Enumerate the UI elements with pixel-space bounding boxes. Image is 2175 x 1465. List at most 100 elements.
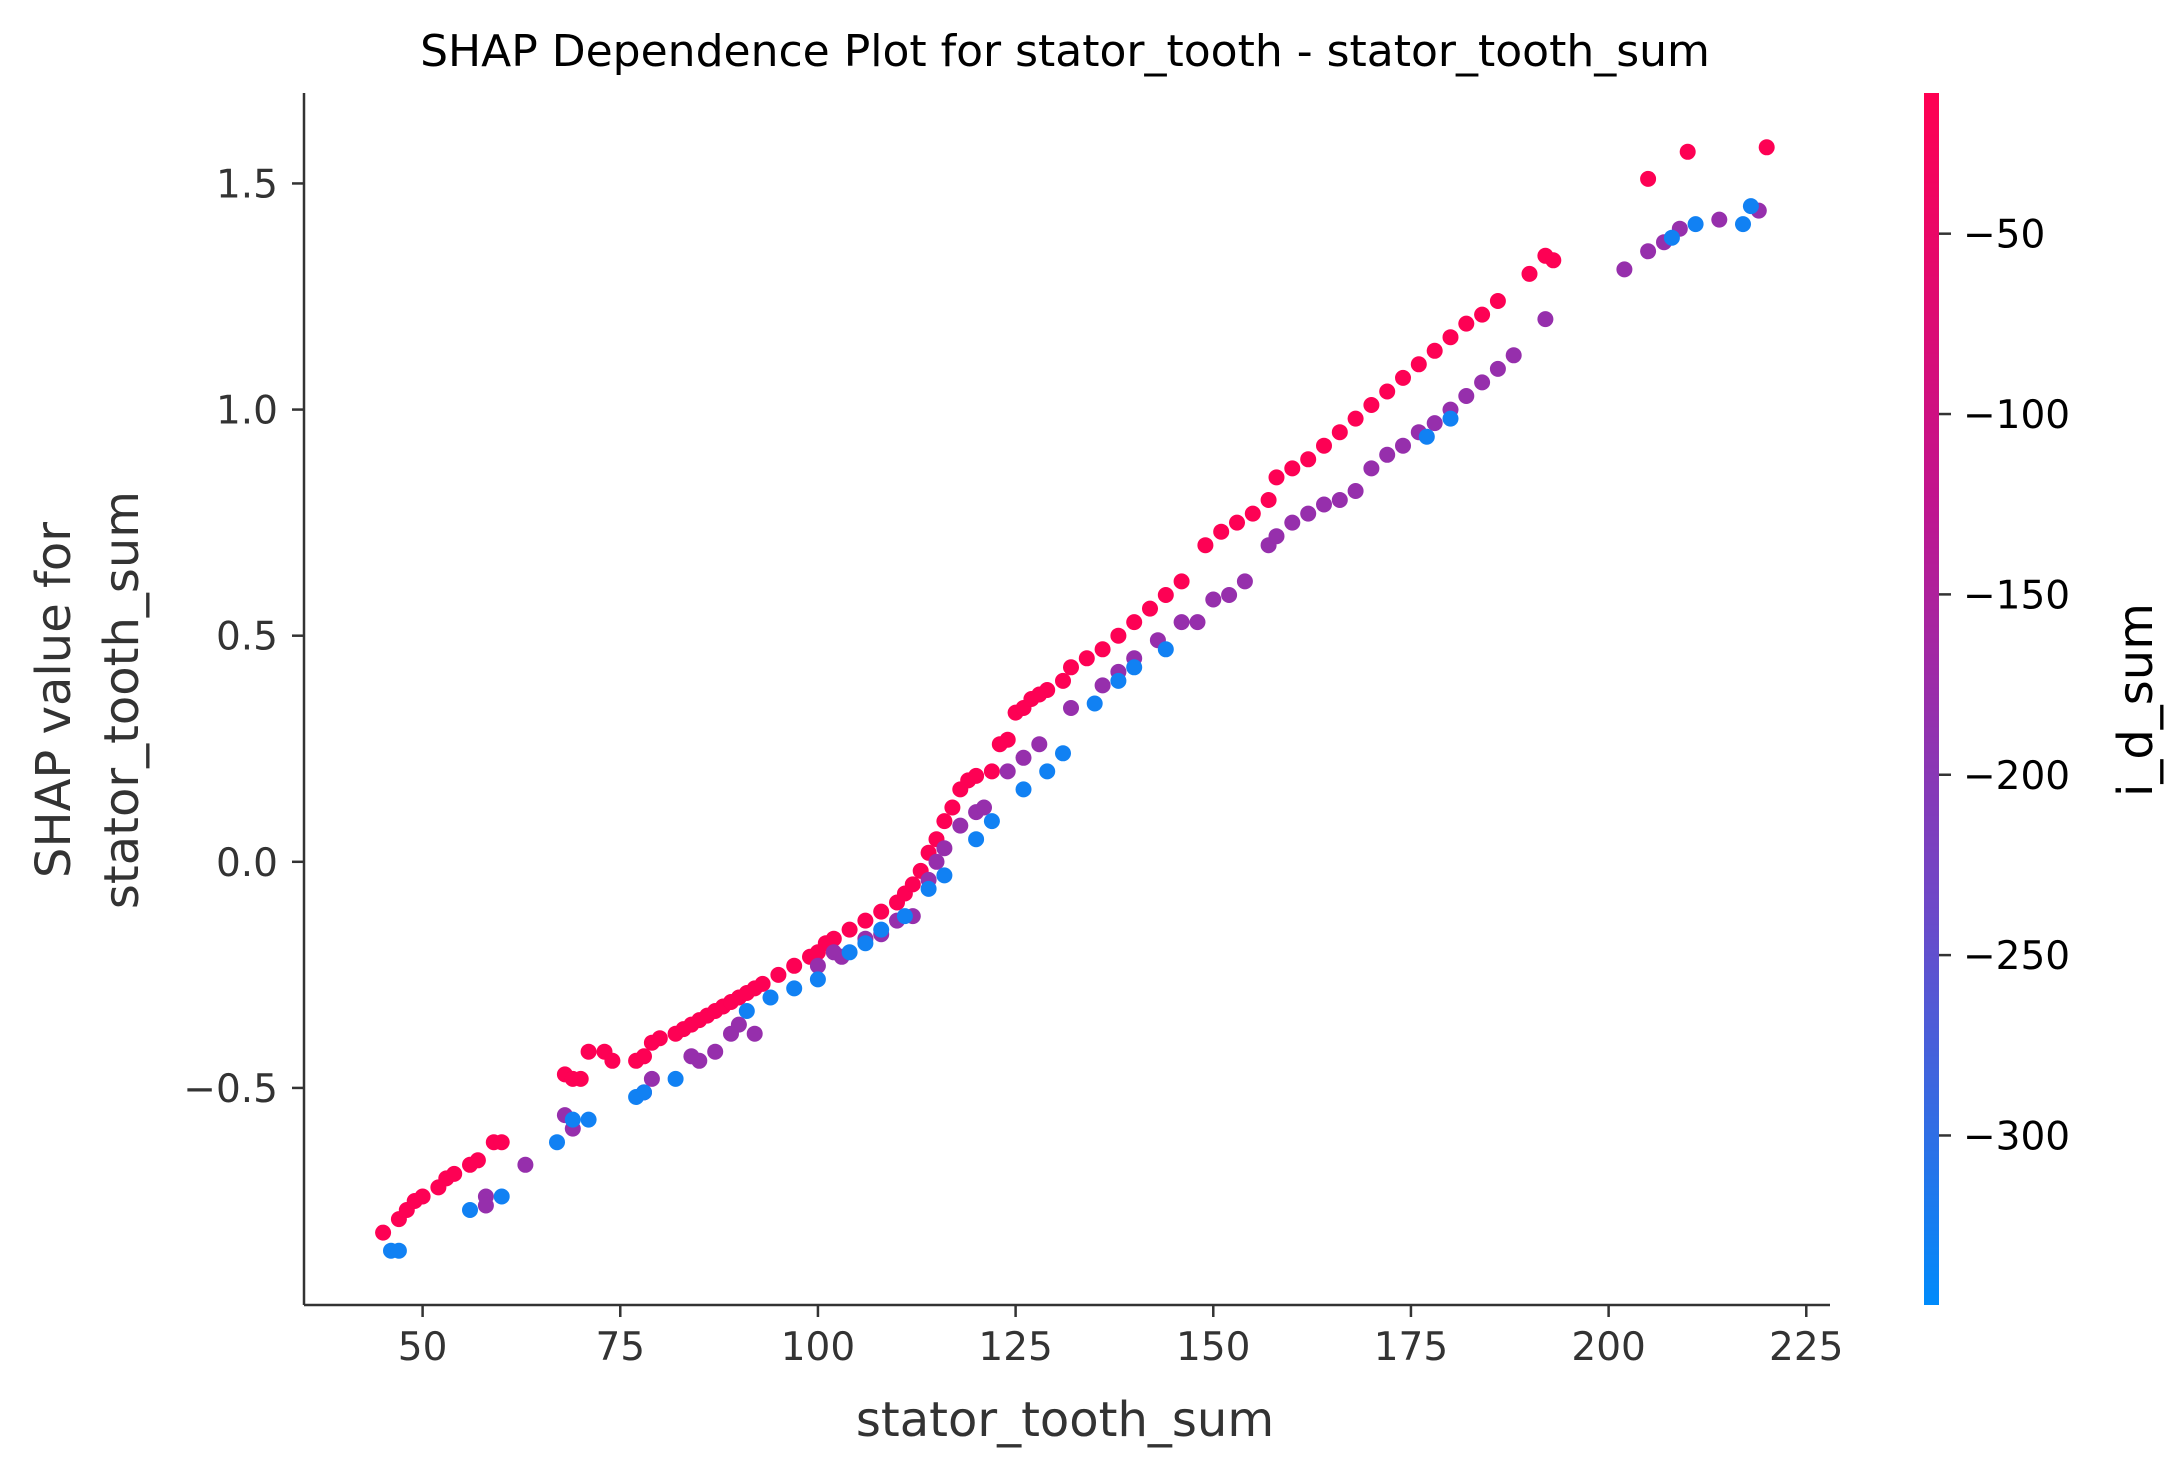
y-axis-label: SHAP value for stator_tooth_sum: [26, 491, 150, 909]
scatter-point: [904, 876, 921, 893]
scatter-point: [462, 1202, 478, 1218]
scatter-point: [1236, 573, 1253, 590]
scatter-point: [786, 957, 803, 974]
scatter-point: [1545, 252, 1562, 269]
scatter-point: [1687, 216, 1704, 233]
plot-area: 50 75 100 125 150 175 200 225 −0.5 0.0 0.5 1.0 1.5: [183, 93, 1844, 1370]
scatter-point: [1640, 243, 1657, 260]
scatter-point: [825, 930, 842, 947]
y-tick-label: 0.5: [216, 615, 278, 660]
y-tick-label: 1.0: [216, 389, 278, 434]
scatter-point: [983, 763, 1000, 780]
scatter-point: [999, 763, 1016, 780]
x-tick-label: 125: [978, 1325, 1052, 1370]
scatter-point: [493, 1134, 510, 1151]
scatter-point: [667, 1070, 684, 1087]
scatter-point: [517, 1156, 534, 1173]
scatter-point: [1418, 428, 1435, 445]
colorbar-tick-label: −100: [1963, 393, 2070, 438]
scatter-point: [968, 831, 985, 848]
scatter-point: [1284, 514, 1301, 531]
colorbar-tick-label: −200: [1963, 754, 2070, 799]
scatter-point: [1458, 388, 1475, 404]
colorbar: −50 −100 −150 −200 −250 −300 i_d_sum: [1924, 93, 2164, 1305]
scatter-point: [549, 1134, 565, 1151]
scatter-point: [936, 867, 953, 884]
scatter-point: [983, 813, 1000, 830]
scatter-point: [643, 1070, 660, 1087]
scatter-point: [1229, 514, 1245, 531]
scatter-point: [1126, 614, 1143, 631]
scatter-point: [1300, 505, 1317, 522]
scatter-point: [770, 966, 787, 983]
scatter-point: [707, 1043, 724, 1060]
scatter-point: [1426, 415, 1443, 432]
scatter-point: [1055, 672, 1071, 689]
scatter-point: [1260, 492, 1277, 508]
scatter-point: [1142, 600, 1158, 617]
scatter-point: [1157, 587, 1174, 603]
scatter-point: [1426, 342, 1443, 359]
scatter-point: [1379, 446, 1396, 463]
scatter-point: [873, 903, 890, 920]
x-axis-label: stator_tooth_sum: [856, 1392, 1274, 1448]
scatter-point: [1039, 682, 1056, 698]
scatter-point: [477, 1197, 494, 1214]
y-tick-label: −0.5: [183, 1067, 278, 1112]
y-tick-label: 1.5: [216, 162, 278, 207]
scatter-point: [469, 1152, 486, 1169]
scatter-point: [1221, 587, 1238, 603]
scatter-point: [999, 731, 1016, 748]
scatter-point: [809, 957, 826, 974]
scatter-point: [564, 1111, 581, 1128]
scatter-point: [968, 767, 985, 784]
x-tick-label: 75: [595, 1325, 645, 1370]
scatter-point: [1663, 229, 1680, 246]
scatter-point: [1474, 374, 1491, 391]
scatter-point: [1015, 781, 1032, 798]
scatter-point: [1197, 537, 1214, 554]
x-tick-label: 225: [1769, 1325, 1843, 1370]
scatter-point: [1094, 641, 1111, 658]
scatter-point: [414, 1188, 431, 1205]
scatter-point: [936, 813, 953, 830]
scatter-point: [1758, 139, 1775, 156]
scatter-point: [1331, 424, 1348, 441]
scatter-point: [952, 817, 969, 834]
y-tick-label: 0.0: [216, 841, 278, 886]
scatter-point: [1300, 451, 1317, 468]
scatter-point: [375, 1224, 392, 1241]
scatter-point: [896, 908, 913, 925]
scatter-point: [1268, 469, 1285, 486]
scatter-point: [1379, 383, 1396, 400]
colorbar-gradient: [1924, 93, 1939, 1305]
scatter-point: [636, 1048, 652, 1065]
colorbar-label: i_d_sum: [2108, 603, 2164, 797]
scatter-point: [809, 971, 826, 988]
scatter-point: [1458, 315, 1475, 332]
scatter-point: [1205, 591, 1222, 608]
scatter-point: [1616, 261, 1633, 278]
scatter-point: [1094, 677, 1111, 694]
scatter-point: [1189, 614, 1206, 631]
scatter-point: [873, 921, 890, 938]
scatter-point: [786, 980, 803, 997]
scatter-point: [1363, 460, 1380, 477]
scatter-point: [1086, 695, 1103, 712]
scatter-point: [1735, 216, 1751, 233]
x-tick-label: 200: [1571, 1325, 1645, 1370]
scatter-point: [1316, 437, 1332, 454]
scatter-point: [1157, 641, 1174, 658]
scatter-point: [580, 1043, 597, 1060]
scatter-point: [1244, 505, 1261, 522]
scatter-point: [1055, 745, 1071, 762]
scatter-point: [691, 1052, 708, 1069]
scatter-point: [928, 853, 945, 870]
scatter-point: [754, 975, 771, 992]
x-tick-label: 50: [398, 1325, 448, 1370]
scatter-point: [746, 1025, 763, 1042]
scatter-point: [1110, 672, 1127, 689]
scatter-point: [390, 1242, 407, 1259]
scatter-point: [1078, 650, 1095, 667]
x-tick-label: 150: [1176, 1325, 1250, 1370]
